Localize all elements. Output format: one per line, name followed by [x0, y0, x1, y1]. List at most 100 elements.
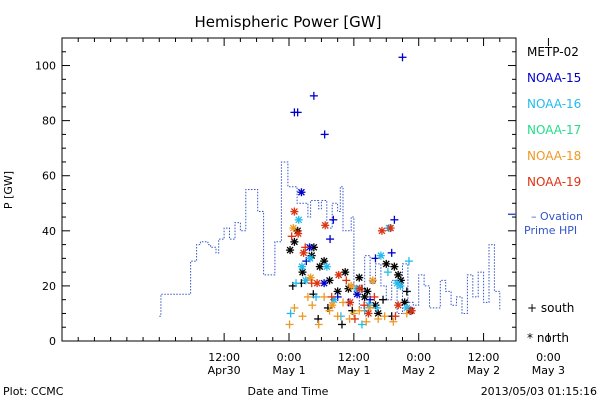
- x-tick-label-time: 12:00: [338, 351, 370, 364]
- marker-d2: [401, 298, 409, 306]
- noaa-19-north-point: [386, 224, 395, 233]
- noaa-16-south-point: [286, 309, 295, 318]
- y-axis-label: P [GW]: [2, 171, 15, 209]
- noaa-18-south-point: [389, 317, 398, 326]
- legend-entry-noaa-19: NOAA-19: [527, 175, 581, 189]
- legend-entry-noaa-17: NOAA-17: [527, 123, 581, 137]
- marker-d2: [300, 249, 308, 257]
- marker-d2: [372, 301, 379, 309]
- marker-d2: [295, 216, 303, 224]
- y-axis: 0 20 40 60 80 100: [35, 37, 516, 348]
- ovation-series: [159, 161, 516, 317]
- noaa-18-south-point: [339, 298, 348, 307]
- noaa-18-north-point: [306, 273, 315, 282]
- marker-legend-north: * north: [527, 331, 569, 345]
- marker-d2: [356, 285, 364, 293]
- marker-d2: [313, 279, 321, 287]
- marker-d2: [320, 257, 328, 265]
- y-tick-label: 100: [35, 60, 56, 73]
- marker-d2: [302, 276, 310, 284]
- x-axis-label: Date and Time: [248, 385, 329, 398]
- x-tick-label-date: Apr30: [208, 364, 241, 377]
- noaa-19-north-point: [299, 248, 308, 257]
- marker-d2: [403, 304, 411, 312]
- x-tick-label-time: 12:00: [208, 351, 240, 364]
- noaa-18-south-point: [366, 303, 375, 312]
- noaa-18-south-point: [349, 309, 358, 318]
- noaa-15-south-point: [309, 91, 318, 100]
- x-tick-label-date: May 2: [402, 364, 435, 377]
- noaa-18-south-point: [314, 320, 323, 329]
- marker-d2: [397, 276, 405, 284]
- y-tick-label: 0: [49, 335, 56, 348]
- noaa-19-south-point: [350, 314, 359, 323]
- noaa-18-north-point: [347, 281, 356, 290]
- chart-title: Hemispheric Power [GW]: [195, 13, 382, 31]
- noaa-18-north-point: [328, 301, 337, 310]
- marker-d2: [364, 309, 372, 317]
- marker-d2: [297, 188, 305, 196]
- noaa-19-south-point: [301, 243, 310, 252]
- noaa-19-south-point: [360, 301, 369, 310]
- noaa-16-south-point: [292, 279, 301, 288]
- marker-d2: [382, 260, 390, 268]
- y-tick-label: 20: [42, 280, 56, 293]
- noaa-19-north-point: [334, 270, 343, 279]
- x-tick-label-time: 0:00: [406, 351, 431, 364]
- metp-02-south-point: [379, 295, 388, 304]
- noaa-15-north-point: [297, 188, 306, 197]
- noaa-19-north-point: [364, 309, 373, 318]
- noaa-18-south-point: [380, 312, 389, 321]
- footer-left: Plot: CCMC: [3, 385, 64, 398]
- metp-02-south-point: [337, 320, 346, 329]
- ovation-prime-hpi-line: [159, 161, 501, 317]
- marker-d2: [286, 246, 294, 254]
- noaa-16-north-point: [376, 251, 385, 260]
- noaa-19-south-point: [370, 292, 379, 301]
- marker-d2: [323, 263, 331, 271]
- legend: METP-02 NOAA-15 NOAA-16 NOAA-17 NOAA-18 NOAA-…: [527, 45, 581, 345]
- noaa-19-north-point: [394, 301, 403, 310]
- noaa-15-north-point: [305, 243, 314, 252]
- marker-d2: [346, 298, 354, 306]
- y-tick-label: 60: [42, 170, 56, 183]
- noaa-18-north-point: [368, 276, 377, 285]
- marker-d2: [328, 301, 336, 309]
- metp-02-north-point: [363, 287, 372, 296]
- metp-02-north-point: [390, 262, 399, 271]
- noaa-19-south-point: [287, 232, 296, 241]
- marker-legend-south: + south: [527, 301, 574, 315]
- noaa-18-south-point: [290, 303, 299, 312]
- noaa-18-south-point: [333, 312, 342, 321]
- marker-d2: [341, 268, 349, 276]
- noaa-19-north-point: [377, 226, 386, 235]
- marker-d2: [320, 279, 328, 287]
- x-tick-label-date: May 1: [337, 364, 370, 377]
- marker-d2: [307, 274, 315, 282]
- footer-right: 2013/05/03 01:15:16: [481, 385, 597, 398]
- noaa-15-south-point: [390, 215, 399, 224]
- x-tick-label-date: May 1: [272, 364, 305, 377]
- noaa-16-south-point: [373, 303, 382, 312]
- ovation-legend-line2: Prime HPI: [524, 224, 577, 237]
- noaa-16-north-point: [297, 262, 306, 271]
- noaa-18-south-point: [362, 317, 371, 326]
- marker-d2: [290, 238, 298, 246]
- marker-d2: [334, 287, 342, 295]
- metp-02-north-point: [382, 259, 391, 268]
- noaa-16-south-point: [404, 257, 413, 266]
- noaa-19-north-point: [346, 298, 355, 307]
- marker-d2: [335, 271, 343, 279]
- marker-d2: [387, 224, 395, 232]
- metp-02-north-point: [315, 262, 324, 271]
- marker-d2: [326, 276, 333, 284]
- noaa-15-south-point: [293, 108, 302, 117]
- x-tick-label-date: May 2: [467, 364, 500, 377]
- y-tick-label: 80: [42, 115, 56, 128]
- metp-02-north-point: [341, 268, 350, 277]
- marker-d2: [390, 263, 398, 271]
- x-tick-label-date: May 3: [532, 364, 565, 377]
- legend-entry-noaa-18: NOAA-18: [527, 149, 581, 163]
